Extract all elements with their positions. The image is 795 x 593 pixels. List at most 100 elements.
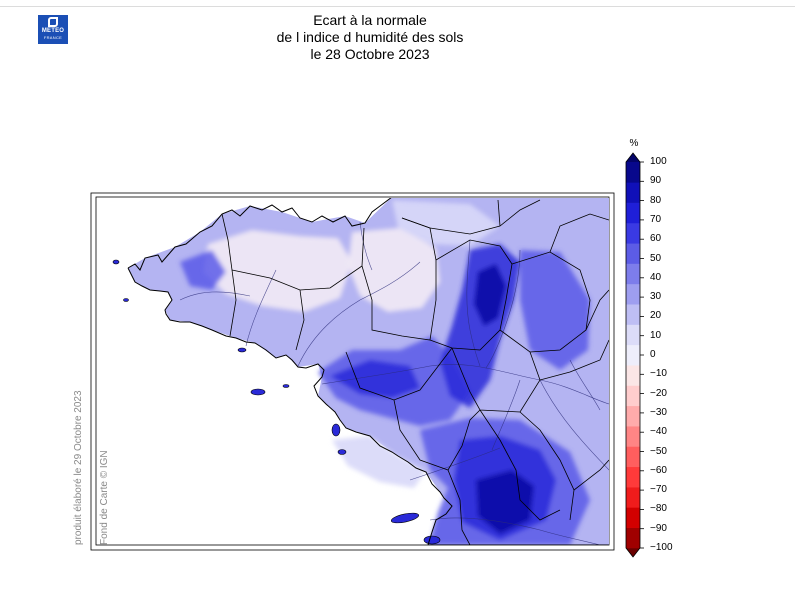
colorbar-segment xyxy=(626,222,640,244)
colorbar-tick-label: −80 xyxy=(650,503,667,515)
border-maine-loire xyxy=(451,347,541,413)
colorbar-tick-label: 40 xyxy=(650,271,662,283)
department-borders xyxy=(221,199,609,545)
river-sevre xyxy=(409,447,501,481)
logo-mark-icon xyxy=(48,17,58,27)
colorbar-segment xyxy=(626,182,640,203)
river-blavet xyxy=(245,269,277,347)
colorbar-unit: % xyxy=(629,138,639,149)
border-indre xyxy=(573,459,609,491)
meteo-france-logo: METEO FRANCE xyxy=(38,15,68,44)
border-vienne xyxy=(519,411,575,521)
border-charente-maritime xyxy=(447,469,471,545)
river-charente xyxy=(429,517,601,545)
colorbar-segment xyxy=(626,466,640,488)
title-line2: de l indice d humidité des sols xyxy=(276,29,464,45)
river-vienne xyxy=(539,379,609,471)
island-oleron xyxy=(423,535,441,545)
map-area xyxy=(112,198,609,545)
credit-basemap: Fond de Carte © IGN xyxy=(99,450,110,545)
colorbar-segment xyxy=(626,162,640,183)
colorbar-segment xyxy=(626,446,640,468)
colorbar-segment xyxy=(626,304,640,325)
colorbar-tick-label: 80 xyxy=(650,194,662,206)
river-mayenne xyxy=(466,239,481,367)
colorbar-tick-label: 90 xyxy=(650,175,662,187)
colorbar-tick-label: −30 xyxy=(650,406,667,418)
river-sarthe xyxy=(485,249,521,369)
colorbar-segment xyxy=(626,405,640,427)
colorbar-tick-label: 0 xyxy=(650,349,656,360)
colorbar-segment xyxy=(626,283,640,305)
colorbar-segment xyxy=(626,263,640,285)
colorbar-tick-label: −60 xyxy=(650,464,667,476)
island-yeu xyxy=(337,449,347,455)
border-sarthe xyxy=(499,251,591,353)
zone-near-normal-center xyxy=(348,228,440,312)
colorbar-segment xyxy=(626,243,640,264)
colorbar-tick-label: 100 xyxy=(650,156,667,167)
map-title: Ecart à la normale de l indice d humidit… xyxy=(200,12,540,63)
border-mayenne xyxy=(429,239,513,351)
island-ouessant xyxy=(112,259,120,265)
colorbar-tick-label: −20 xyxy=(650,387,667,399)
colorbar-tick-label: 60 xyxy=(650,233,662,245)
title-line1: Ecart à la normale xyxy=(313,12,427,28)
border-calvados xyxy=(497,199,501,227)
river-aulne xyxy=(179,291,251,301)
zone-near-normal-west xyxy=(204,230,352,312)
island-ile-de-re xyxy=(390,512,420,524)
island-houat xyxy=(282,384,290,388)
border-morbihan xyxy=(295,289,305,351)
colorbar-tick-label: 20 xyxy=(650,310,662,322)
border-cotes-armor xyxy=(231,227,365,291)
colorbar-tick-label: 50 xyxy=(650,252,662,264)
logo-line2: FRANCE xyxy=(43,35,63,40)
zone-slightly-wet-south xyxy=(332,436,426,488)
zone-extremely-wet-north xyxy=(474,264,506,326)
colorbar-arrow-bottom xyxy=(626,548,640,557)
border-orne xyxy=(549,213,609,253)
colorbar-tick-label: −50 xyxy=(650,445,667,457)
colorbar-tick-label: 70 xyxy=(650,213,662,225)
colorbar-segment xyxy=(626,385,640,407)
colorbar-arrow-top xyxy=(626,153,640,162)
colorbar-segment xyxy=(626,507,640,528)
colorbar-segment xyxy=(626,202,640,224)
border-deux-sevres xyxy=(479,409,561,521)
colorbar-tick-label: −100 xyxy=(650,542,673,553)
river-loire xyxy=(321,364,609,405)
colorbar xyxy=(625,152,644,558)
island-groix xyxy=(237,347,247,353)
coastline xyxy=(127,198,609,545)
logo-line1: METEO xyxy=(41,28,65,34)
zone-slightly-wet-north xyxy=(392,200,500,246)
river-thouet xyxy=(491,379,521,451)
colorbar-tick-label: −70 xyxy=(650,484,667,496)
border-loir-cher xyxy=(585,289,609,331)
colorbar-tick-label: −10 xyxy=(650,368,667,380)
river-rance xyxy=(359,221,373,271)
border-indre-loire xyxy=(539,339,609,381)
zone-wet-northwest xyxy=(180,250,226,290)
island-sein xyxy=(123,298,129,302)
colorbar-tick-label: 30 xyxy=(650,291,662,303)
colorbar-segment xyxy=(626,487,640,508)
colorbar-segment xyxy=(626,365,640,386)
credit-produced-date: produit élaboré le 29 Octobre 2023 xyxy=(73,390,84,545)
colorbar-tick-label: −40 xyxy=(650,426,667,438)
zone-extremely-wet-south xyxy=(476,470,534,534)
border-manche xyxy=(401,199,541,235)
rivers xyxy=(179,221,609,545)
colorbar-segment xyxy=(626,344,640,366)
colorbar-tick-label: −90 xyxy=(650,522,667,534)
river-creuse xyxy=(569,359,601,411)
island-noirmoutier xyxy=(331,423,341,437)
map-outer-frame xyxy=(90,192,615,551)
top-divider xyxy=(0,6,795,7)
title-line3: le 28 Octobre 2023 xyxy=(310,46,430,62)
river-vilaine xyxy=(297,261,421,367)
colorbar-segment xyxy=(626,324,640,346)
colorbar-segment xyxy=(626,426,640,447)
